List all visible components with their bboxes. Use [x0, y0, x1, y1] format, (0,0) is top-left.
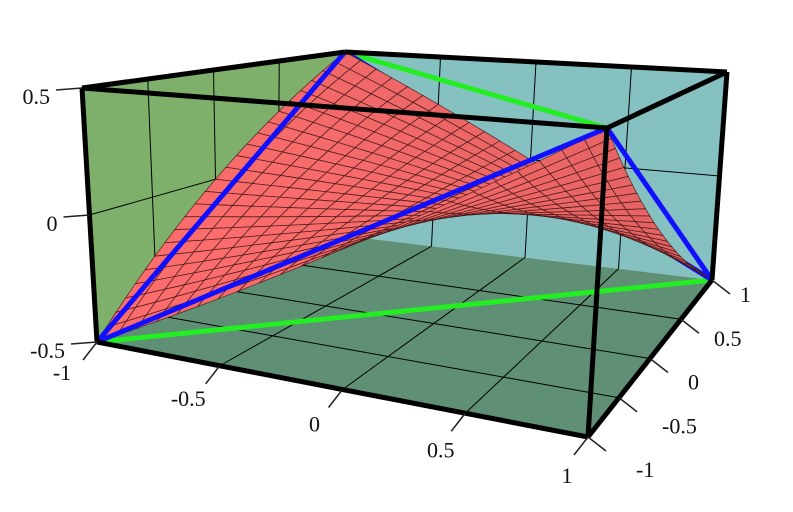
y-tick-label: 0 [688, 370, 699, 395]
surface-edge-line [604, 126, 715, 282]
diagonal-line [344, 49, 608, 131]
box-edge [709, 71, 730, 281]
grid-line [217, 288, 651, 359]
z-tick-label: 0.5 [23, 84, 51, 109]
y-tick-label: -0.5 [662, 413, 697, 438]
y-tick-label: 1 [740, 282, 751, 307]
diagonal-line [96, 277, 713, 345]
tick-mark [680, 318, 700, 334]
y-tick-label: 0.5 [714, 326, 742, 351]
tick-mark [573, 436, 589, 456]
x-tick-label: 1 [562, 463, 573, 488]
z-tick-label: -0.5 [30, 338, 65, 363]
x-tick-label: 0 [309, 412, 320, 437]
tick-mark [711, 279, 731, 295]
tick-mark [327, 389, 344, 408]
grid-line [277, 261, 682, 320]
box-edge [81, 85, 608, 131]
surface-edge-line [95, 50, 347, 344]
tick-mark [649, 357, 669, 374]
tick-mark [618, 397, 638, 413]
x-tick-label: -1 [53, 360, 71, 385]
box-edge [344, 49, 728, 75]
z-tick-label: 0 [47, 211, 58, 236]
box-edge [585, 127, 610, 438]
tick-mark [450, 412, 466, 432]
tick-mark [587, 436, 607, 452]
x-tick-label: 0.5 [427, 437, 455, 462]
tick-mark [63, 214, 90, 218]
axis-ticks: -1-0.500.51 -1-0.500.51-0.500.5 [23, 84, 752, 488]
y-tick-label: -1 [636, 457, 654, 482]
surface-cell [625, 208, 651, 217]
tick-mark [55, 87, 83, 91]
tick-mark [205, 365, 221, 385]
x-tick-label: -0.5 [171, 386, 206, 411]
tick-mark [82, 341, 98, 361]
box-edge [605, 69, 729, 131]
surface-edge-line [96, 125, 608, 345]
box-edge [81, 49, 346, 91]
tick-mark [70, 341, 98, 345]
front-lines [95, 50, 715, 345]
